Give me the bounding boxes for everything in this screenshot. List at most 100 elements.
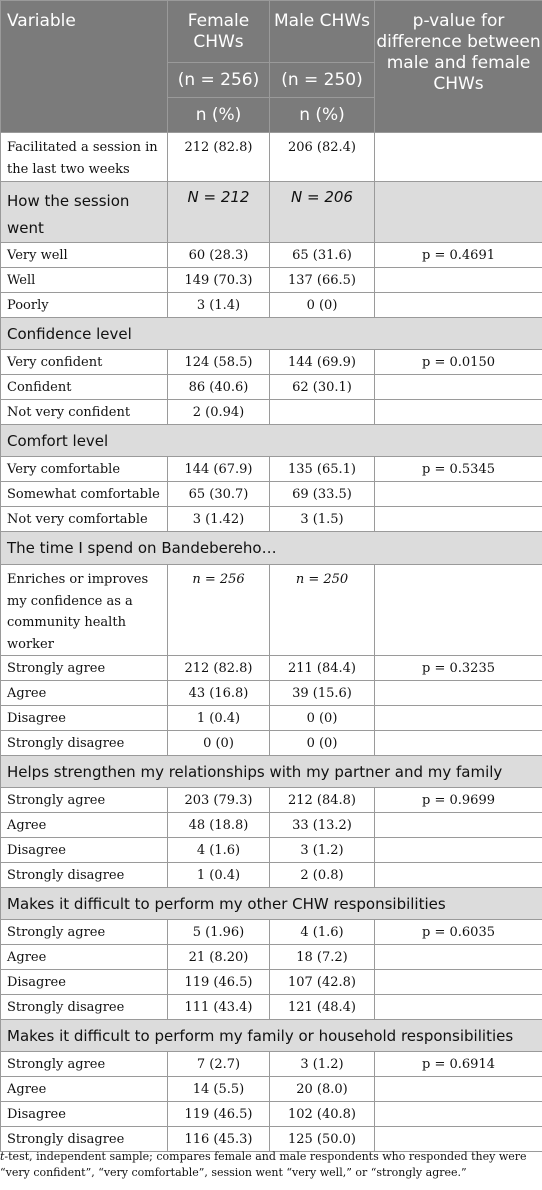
male-value (269, 399, 375, 425)
female-value: 43 (16.8) (167, 680, 270, 706)
p-value (374, 994, 542, 1020)
male-value: 33 (13.2) (269, 812, 375, 838)
p-value (374, 399, 542, 425)
footnote-line-1: -test, independent sample; compares fema… (4, 1150, 527, 1163)
row-label: Somewhat comfortable (0, 481, 168, 507)
female-value: 119 (46.5) (167, 1101, 270, 1127)
female-value: 5 (1.96) (167, 919, 270, 945)
male-value: 39 (15.6) (269, 680, 375, 706)
male-value: 62 (30.1) (269, 374, 375, 400)
male-value: 0 (0) (269, 730, 375, 756)
female-value: 119 (46.5) (167, 969, 270, 995)
female-value: 116 (45.3) (167, 1126, 270, 1152)
female-value: 149 (70.3) (167, 267, 270, 293)
header-female-n: (n = 256) (167, 62, 270, 98)
female-value: 212 (82.8) (167, 132, 270, 182)
female-n: n = 256 (167, 564, 270, 656)
p-value (374, 564, 542, 656)
p-value (374, 812, 542, 838)
row-label: Enriches or improves my confidence as a … (0, 564, 168, 656)
p-value (374, 1126, 542, 1152)
p-value: p = 0.6914 (374, 1051, 542, 1077)
male-value: 144 (69.9) (269, 349, 375, 375)
p-value (374, 730, 542, 756)
row-label: Strongly disagree (0, 994, 168, 1020)
row-label: Disagree (0, 837, 168, 863)
female-value: 124 (58.5) (167, 349, 270, 375)
p-value (374, 944, 542, 970)
p-value (374, 481, 542, 507)
footnote-ttest: t (0, 1150, 5, 1163)
row-label: Strongly agree (0, 655, 168, 681)
p-value: p = 0.3235 (374, 655, 542, 681)
female-value: 1 (0.4) (167, 705, 270, 731)
row-label: Not very comfortable (0, 506, 168, 532)
female-n: N = 212 (167, 181, 270, 243)
row-label: Very comfortable (0, 456, 168, 482)
p-value (374, 506, 542, 532)
male-n: N = 206 (269, 181, 375, 243)
male-value: 211 (84.4) (269, 655, 375, 681)
female-value: 7 (2.7) (167, 1051, 270, 1077)
section-heading: Comfort level (0, 424, 542, 457)
male-value: 0 (0) (269, 292, 375, 318)
section-heading: Confidence level (0, 317, 542, 350)
female-value: 212 (82.8) (167, 655, 270, 681)
female-value: 65 (30.7) (167, 481, 270, 507)
male-n: n = 250 (269, 564, 375, 656)
female-value: 203 (79.3) (167, 787, 270, 813)
row-label: Very well (0, 242, 168, 268)
row-label: Well (0, 267, 168, 293)
row-label: Agree (0, 812, 168, 838)
row-label: Facilitated a session in the last two we… (0, 132, 168, 182)
row-label: Disagree (0, 1101, 168, 1127)
header-female-pct: n (%) (167, 97, 270, 133)
male-value: 135 (65.1) (269, 456, 375, 482)
p-value (374, 862, 542, 888)
p-value: p = 0.4691 (374, 242, 542, 268)
p-value (374, 267, 542, 293)
p-value (374, 837, 542, 863)
row-label: Strongly disagree (0, 730, 168, 756)
male-value: 121 (48.4) (269, 994, 375, 1020)
p-value (374, 680, 542, 706)
row-label: Confident (0, 374, 168, 400)
female-value: 144 (67.9) (167, 456, 270, 482)
female-value: 3 (1.42) (167, 506, 270, 532)
section-heading: How the session went (0, 181, 168, 243)
female-value: 4 (1.6) (167, 837, 270, 863)
p-value (374, 374, 542, 400)
row-label: Disagree (0, 969, 168, 995)
male-value: 2 (0.8) (269, 862, 375, 888)
row-label: Strongly agree (0, 1051, 168, 1077)
female-value: 86 (40.6) (167, 374, 270, 400)
header-male-pct: n (%) (269, 97, 375, 133)
p-value (374, 1076, 542, 1102)
female-value: 3 (1.4) (167, 292, 270, 318)
row-label: Strongly agree (0, 787, 168, 813)
male-value: 212 (84.8) (269, 787, 375, 813)
female-value: 0 (0) (167, 730, 270, 756)
section-heading: Makes it difficult to perform my family … (0, 1019, 542, 1052)
p-value (374, 969, 542, 995)
section-heading: Makes it difficult to perform my other C… (0, 887, 542, 920)
table-footnote: t-test, independent sample; compares fem… (0, 1149, 542, 1181)
section-heading: The time I spend on Bandebereho… (0, 531, 542, 565)
p-value: p = 0.9699 (374, 787, 542, 813)
row-label: Not very confident (0, 399, 168, 425)
male-value: 3 (1.2) (269, 1051, 375, 1077)
p-value (374, 132, 542, 182)
header-variable: Variable (0, 0, 168, 133)
p-value (374, 292, 542, 318)
male-value: 4 (1.6) (269, 919, 375, 945)
row-label: Strongly disagree (0, 1126, 168, 1152)
p-value (374, 181, 542, 243)
p-value: p = 0.6035 (374, 919, 542, 945)
female-value: 60 (28.3) (167, 242, 270, 268)
female-value: 48 (18.8) (167, 812, 270, 838)
p-value: p = 0.5345 (374, 456, 542, 482)
female-value: 14 (5.5) (167, 1076, 270, 1102)
female-value: 1 (0.4) (167, 862, 270, 888)
male-value: 20 (8.0) (269, 1076, 375, 1102)
section-heading: Helps strengthen my relationships with m… (0, 755, 542, 788)
